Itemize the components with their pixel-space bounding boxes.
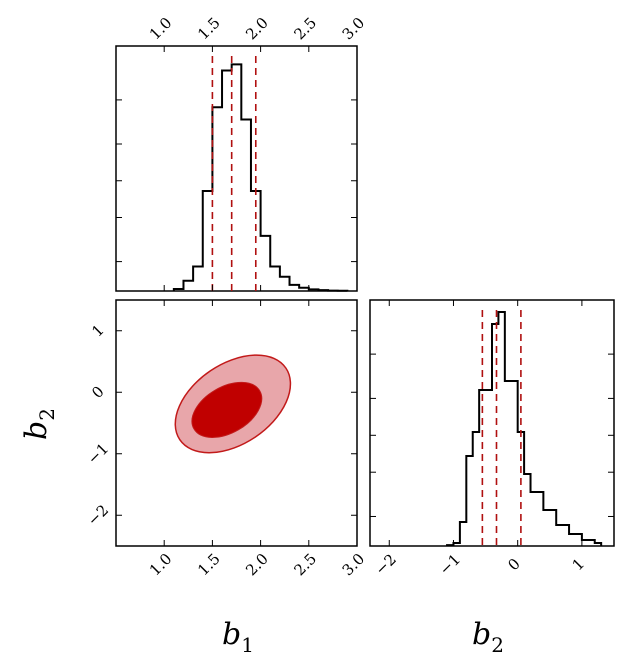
b2-hist-x-tick-label: −1 xyxy=(436,550,464,578)
joint-x-tick-label: 1.5 xyxy=(194,550,224,580)
joint-x-tick-label: 3.0 xyxy=(339,550,369,580)
y-axis-label-b2: b2 xyxy=(19,408,59,440)
joint-x-tick-label: 2.5 xyxy=(290,550,320,580)
b2-hist-x-tick-label: 0 xyxy=(504,555,523,574)
x-axis-label-b2: b2 xyxy=(472,617,504,652)
b1-hist-x-tick-label: 1.5 xyxy=(194,14,224,44)
joint-y-tick-label: 1 xyxy=(88,321,107,340)
b1-hist-step-line xyxy=(174,64,348,291)
b1-hist-x-tick-label: 2.0 xyxy=(242,14,272,44)
x-axis-label-b1: b1 xyxy=(222,617,254,652)
b1-hist-x-tick-label: 1.0 xyxy=(146,14,176,44)
b2-hist-step-line xyxy=(447,312,601,546)
joint-y-tick-label: −2 xyxy=(84,501,112,529)
axis-ticks: 1.0 1.5 2.0 2.5 3.0 1.0 1.5 2.0 2.5 3.0 1 0 −1 −2 −2 −1… xyxy=(84,14,614,580)
joint-y-tick-label: 0 xyxy=(88,383,107,402)
b1-histogram xyxy=(174,56,348,291)
b1-b2-contour xyxy=(157,335,308,473)
b2-hist-x-tick-label: −2 xyxy=(372,550,400,578)
b1-hist-x-tick-label: 3.0 xyxy=(339,14,369,44)
joint-x-tick-label: 1.0 xyxy=(146,550,176,580)
b2-hist-x-tick-label: 1 xyxy=(569,555,588,574)
joint-y-tick-label: −1 xyxy=(84,440,112,468)
b1-histogram-frame xyxy=(116,46,357,291)
b1-hist-x-tick-label: 2.5 xyxy=(290,14,320,44)
joint-x-tick-label: 2.0 xyxy=(242,550,272,580)
b2-histogram xyxy=(447,310,601,546)
